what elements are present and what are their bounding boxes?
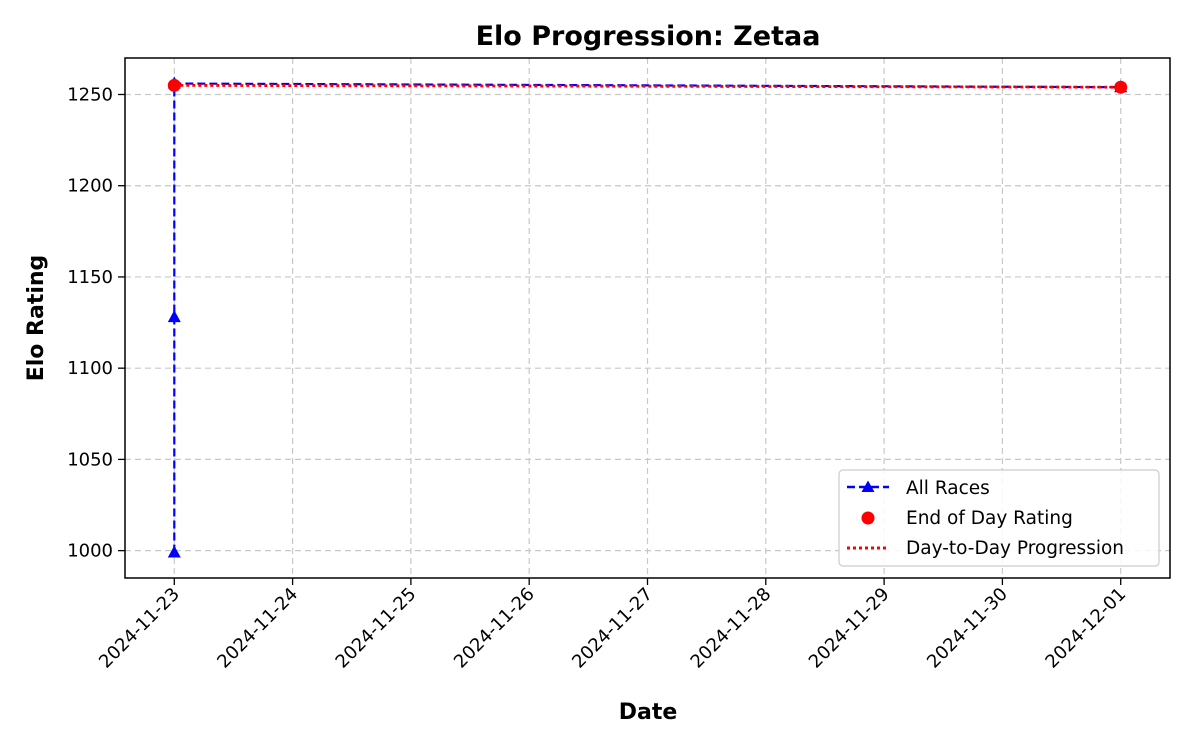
y-tick-label: 1200 xyxy=(67,176,113,197)
legend-box xyxy=(838,469,1160,567)
x-tick-label: 2024-11-29 xyxy=(805,584,894,673)
y-axis: 1000 1050 1100 1150 1200 1250 xyxy=(67,84,125,562)
x-tick-label: 2024-11-27 xyxy=(568,584,657,673)
x-tick-label: 2024-11-26 xyxy=(450,584,539,673)
legend-label-end-of-day: End of Day Rating xyxy=(906,508,1073,529)
circle-marker-icon xyxy=(861,511,875,525)
y-tick-label: 1150 xyxy=(67,267,113,288)
legend-label-day-to-day: Day-to-Day Progression xyxy=(906,538,1124,559)
x-axis: 2024-11-23 2024-11-24 2024-11-25 2024-11-26… xyxy=(95,578,1130,673)
x-tick-label: 2024-11-25 xyxy=(332,584,421,673)
all-races-line xyxy=(173,82,1121,553)
x-tick-label: 2024-12-01 xyxy=(1041,584,1130,673)
all-races-point xyxy=(167,545,181,558)
x-tick-label: 2024-11-23 xyxy=(95,584,184,673)
legend-item-all-races: All Races xyxy=(847,478,990,499)
day-to-day-line xyxy=(174,83,1121,89)
legend-label-all-races: All Races xyxy=(906,478,990,499)
x-axis-label: Date xyxy=(619,700,678,725)
y-tick-label: 1100 xyxy=(67,358,113,379)
y-tick-label: 1250 xyxy=(67,84,113,105)
x-tick-label: 2024-11-24 xyxy=(213,584,302,673)
series-layer xyxy=(167,76,1128,558)
legend-item-day-to-day: Day-to-Day Progression xyxy=(847,538,1124,559)
end-of-day-point xyxy=(1114,80,1128,94)
y-axis-label: Elo Rating xyxy=(24,255,49,382)
chart-title: Elo Progression: Zetaa xyxy=(476,21,821,52)
legend-item-end-of-day: End of Day Rating xyxy=(861,508,1073,529)
end-of-day-point xyxy=(167,78,181,92)
legend: All Races End of Day Rating Day-to-Day P… xyxy=(838,469,1160,567)
y-tick-label: 1000 xyxy=(67,541,113,562)
all-races-point xyxy=(167,310,181,323)
x-tick-label: 2024-11-28 xyxy=(687,584,776,673)
x-tick-label: 2024-11-30 xyxy=(923,584,1012,673)
y-tick-label: 1050 xyxy=(67,449,113,470)
triangle-marker-icon xyxy=(861,480,875,492)
